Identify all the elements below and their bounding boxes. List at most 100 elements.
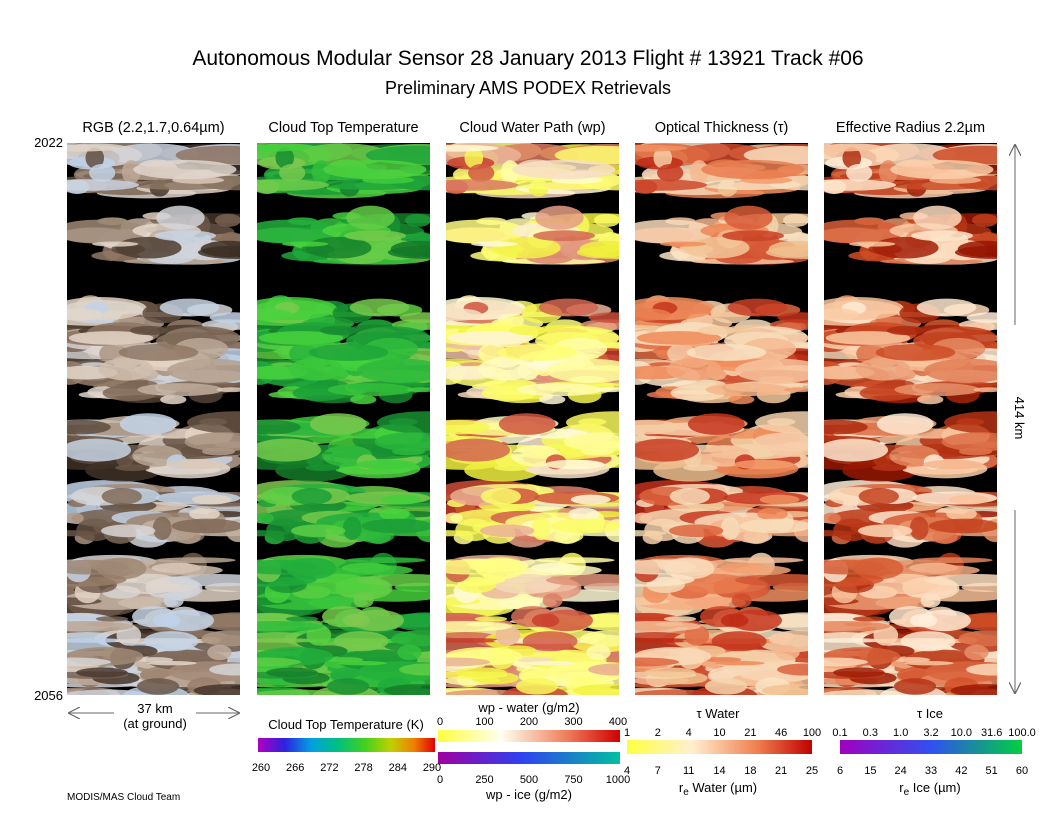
cloud-blob <box>722 230 784 242</box>
colorbar-tick-label: 100 <box>475 716 493 728</box>
cloud-blob <box>155 557 236 564</box>
panel-image <box>67 143 240 695</box>
cloud-blob <box>257 179 329 191</box>
re-subscript: e <box>683 787 689 798</box>
colorbar-tick-label: 284 <box>389 762 407 774</box>
cloud-blob <box>924 358 997 383</box>
cloud-blob <box>306 624 332 646</box>
cloud-blob <box>494 464 529 471</box>
cloud-blob <box>777 312 808 323</box>
cloud-blob <box>533 230 595 242</box>
cloud-blob <box>531 516 551 541</box>
cloud-blob <box>308 596 368 609</box>
cloud-blob <box>446 308 482 321</box>
cloud-blob <box>67 657 111 667</box>
colorbar-tick-label: 42 <box>955 765 967 777</box>
cloud-blob <box>663 616 697 622</box>
cloud-blob <box>193 684 240 695</box>
panel-title: Cloud Top Temperature <box>268 120 418 136</box>
cloud-blob <box>215 213 240 227</box>
cloud-blob <box>187 411 240 434</box>
cloud-blob <box>357 358 430 383</box>
colorbar-tick-label: 500 <box>520 774 538 786</box>
colorbar-tick-label: 100.0 <box>1008 727 1036 739</box>
cloud-blob <box>917 394 944 405</box>
cloud-blob <box>878 160 898 184</box>
cloud-blob <box>542 593 563 608</box>
cloud-blob <box>566 411 619 434</box>
cloud-blob <box>912 557 993 564</box>
colorbar-tick-label: 200 <box>520 716 538 728</box>
cloud-blob <box>498 413 556 435</box>
cloud-blob <box>361 518 430 534</box>
cloud-blob <box>894 383 980 397</box>
cloud-blob <box>824 559 885 575</box>
cloud-blob <box>133 159 237 180</box>
cloud-blob <box>119 413 177 435</box>
cloud-blob <box>143 631 199 652</box>
colorbar-tick-label: 11 <box>683 765 694 777</box>
cloud-blob <box>944 411 997 434</box>
cloud-blob <box>579 240 619 258</box>
colorbar-tick-label: 1 <box>624 727 630 739</box>
cloud-blob <box>379 507 410 521</box>
cloud-blob <box>636 331 722 345</box>
tau-ice-label: τ Ice <box>917 706 943 721</box>
wp-water-label: wp - water (g/m2) <box>477 700 579 715</box>
cloud-blob <box>446 657 490 667</box>
cloud-blob <box>948 494 989 505</box>
cloud-blob <box>209 312 240 323</box>
cloud-blob <box>635 179 707 191</box>
colorbar-tick-label: 6 <box>837 765 843 777</box>
cloud-blob <box>570 494 611 505</box>
cloud-blob <box>697 325 737 336</box>
cloud-blob <box>323 159 427 180</box>
cloud-blob <box>635 144 688 152</box>
cloud-blob <box>474 616 508 622</box>
cloud-blob <box>516 383 602 397</box>
colorbar-tick-label: 46 <box>775 727 787 739</box>
cloud-blob <box>446 512 463 524</box>
cloud-blob <box>588 312 619 323</box>
ctt-colorbar <box>258 738 435 752</box>
cloud-blob <box>735 574 808 587</box>
cloud-blob <box>824 144 877 152</box>
cloud-blob <box>319 325 359 336</box>
cloud-blob <box>67 559 128 575</box>
time-end: 2056 <box>34 688 63 703</box>
cloud-blob <box>257 419 301 435</box>
colorbar-tick-label: 60 <box>1016 765 1028 777</box>
cloud-blob <box>550 518 619 534</box>
cloud-blob <box>873 624 899 646</box>
cloud-blob <box>923 565 980 576</box>
colorbar-tick-label: 272 <box>320 762 338 774</box>
colorbar-tick-label: 24 <box>895 765 907 777</box>
cloud-blob <box>163 593 184 608</box>
cloud-blob <box>101 524 156 538</box>
cloud-blob <box>167 574 240 587</box>
cloud-blob <box>477 358 533 381</box>
colorbar-tick-label: 0.3 <box>863 727 878 739</box>
colorbar-tick-label: 300 <box>564 716 582 728</box>
colorbar-tick-label: 100 <box>803 727 821 739</box>
cloud-blob <box>344 230 406 242</box>
cloud-blob <box>336 660 387 666</box>
cloud-blob <box>152 516 172 541</box>
cloud-blob <box>101 488 142 505</box>
cloud-blob <box>216 387 240 393</box>
cloud-blob <box>446 179 518 191</box>
cloud-blob <box>446 559 507 575</box>
panel-title: Effective Radius 2.2µm <box>836 120 985 136</box>
cloud-blob <box>67 621 134 632</box>
cloud-blob <box>291 488 332 505</box>
cloud-blob <box>759 494 800 505</box>
cloud-blob <box>666 358 722 381</box>
cloud-blob <box>973 387 997 393</box>
cloud-blob <box>848 241 896 247</box>
re-subscript: e <box>904 787 910 798</box>
re-water-label: re Water (µm) <box>679 780 757 798</box>
cloud-blob <box>950 684 997 695</box>
cloud-blob <box>468 163 495 182</box>
cloud-blob <box>492 573 561 594</box>
cloud-blob <box>739 518 808 534</box>
